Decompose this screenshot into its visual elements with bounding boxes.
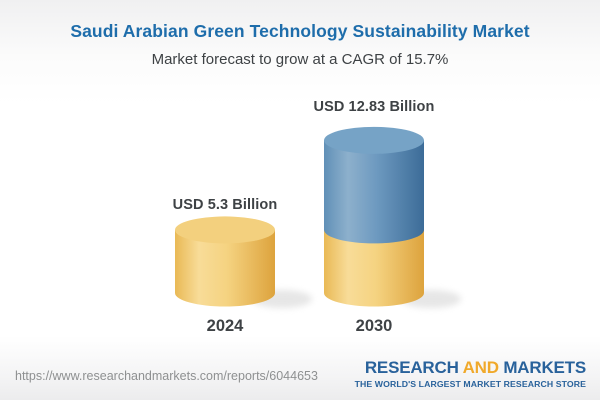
value-label-2030: USD 12.83 Billion [313, 99, 435, 115]
axis-label-2030: 2030 [355, 317, 393, 335]
research-and-markets-logo[interactable]: RESEARCH AND MARKETS THE WORLD'S LARGEST… [354, 359, 587, 389]
chart-title: Saudi Arabian Green Technology Sustainab… [70, 21, 530, 41]
logo-tagline: THE WORLD'S LARGEST MARKET RESEARCH STOR… [354, 379, 586, 389]
logo-wordmark: RESEARCH AND MARKETS [355, 359, 586, 376]
report-url[interactable]: https://www.researchandmarkets.com/repor… [15, 369, 318, 383]
logo-word-research: RESEARCH [364, 358, 459, 377]
logo-word-markets: MARKETS [503, 358, 586, 377]
axis-label-2024: 2024 [206, 317, 244, 335]
logo-word-and: AND [462, 358, 499, 377]
chart-header: Saudi Arabian Green Technology Sustainab… [0, 0, 600, 68]
chart-subtitle: Market forecast to grow at a CAGR of 15.… [151, 51, 449, 68]
value-label-2024: USD 5.3 Billion [172, 197, 278, 213]
